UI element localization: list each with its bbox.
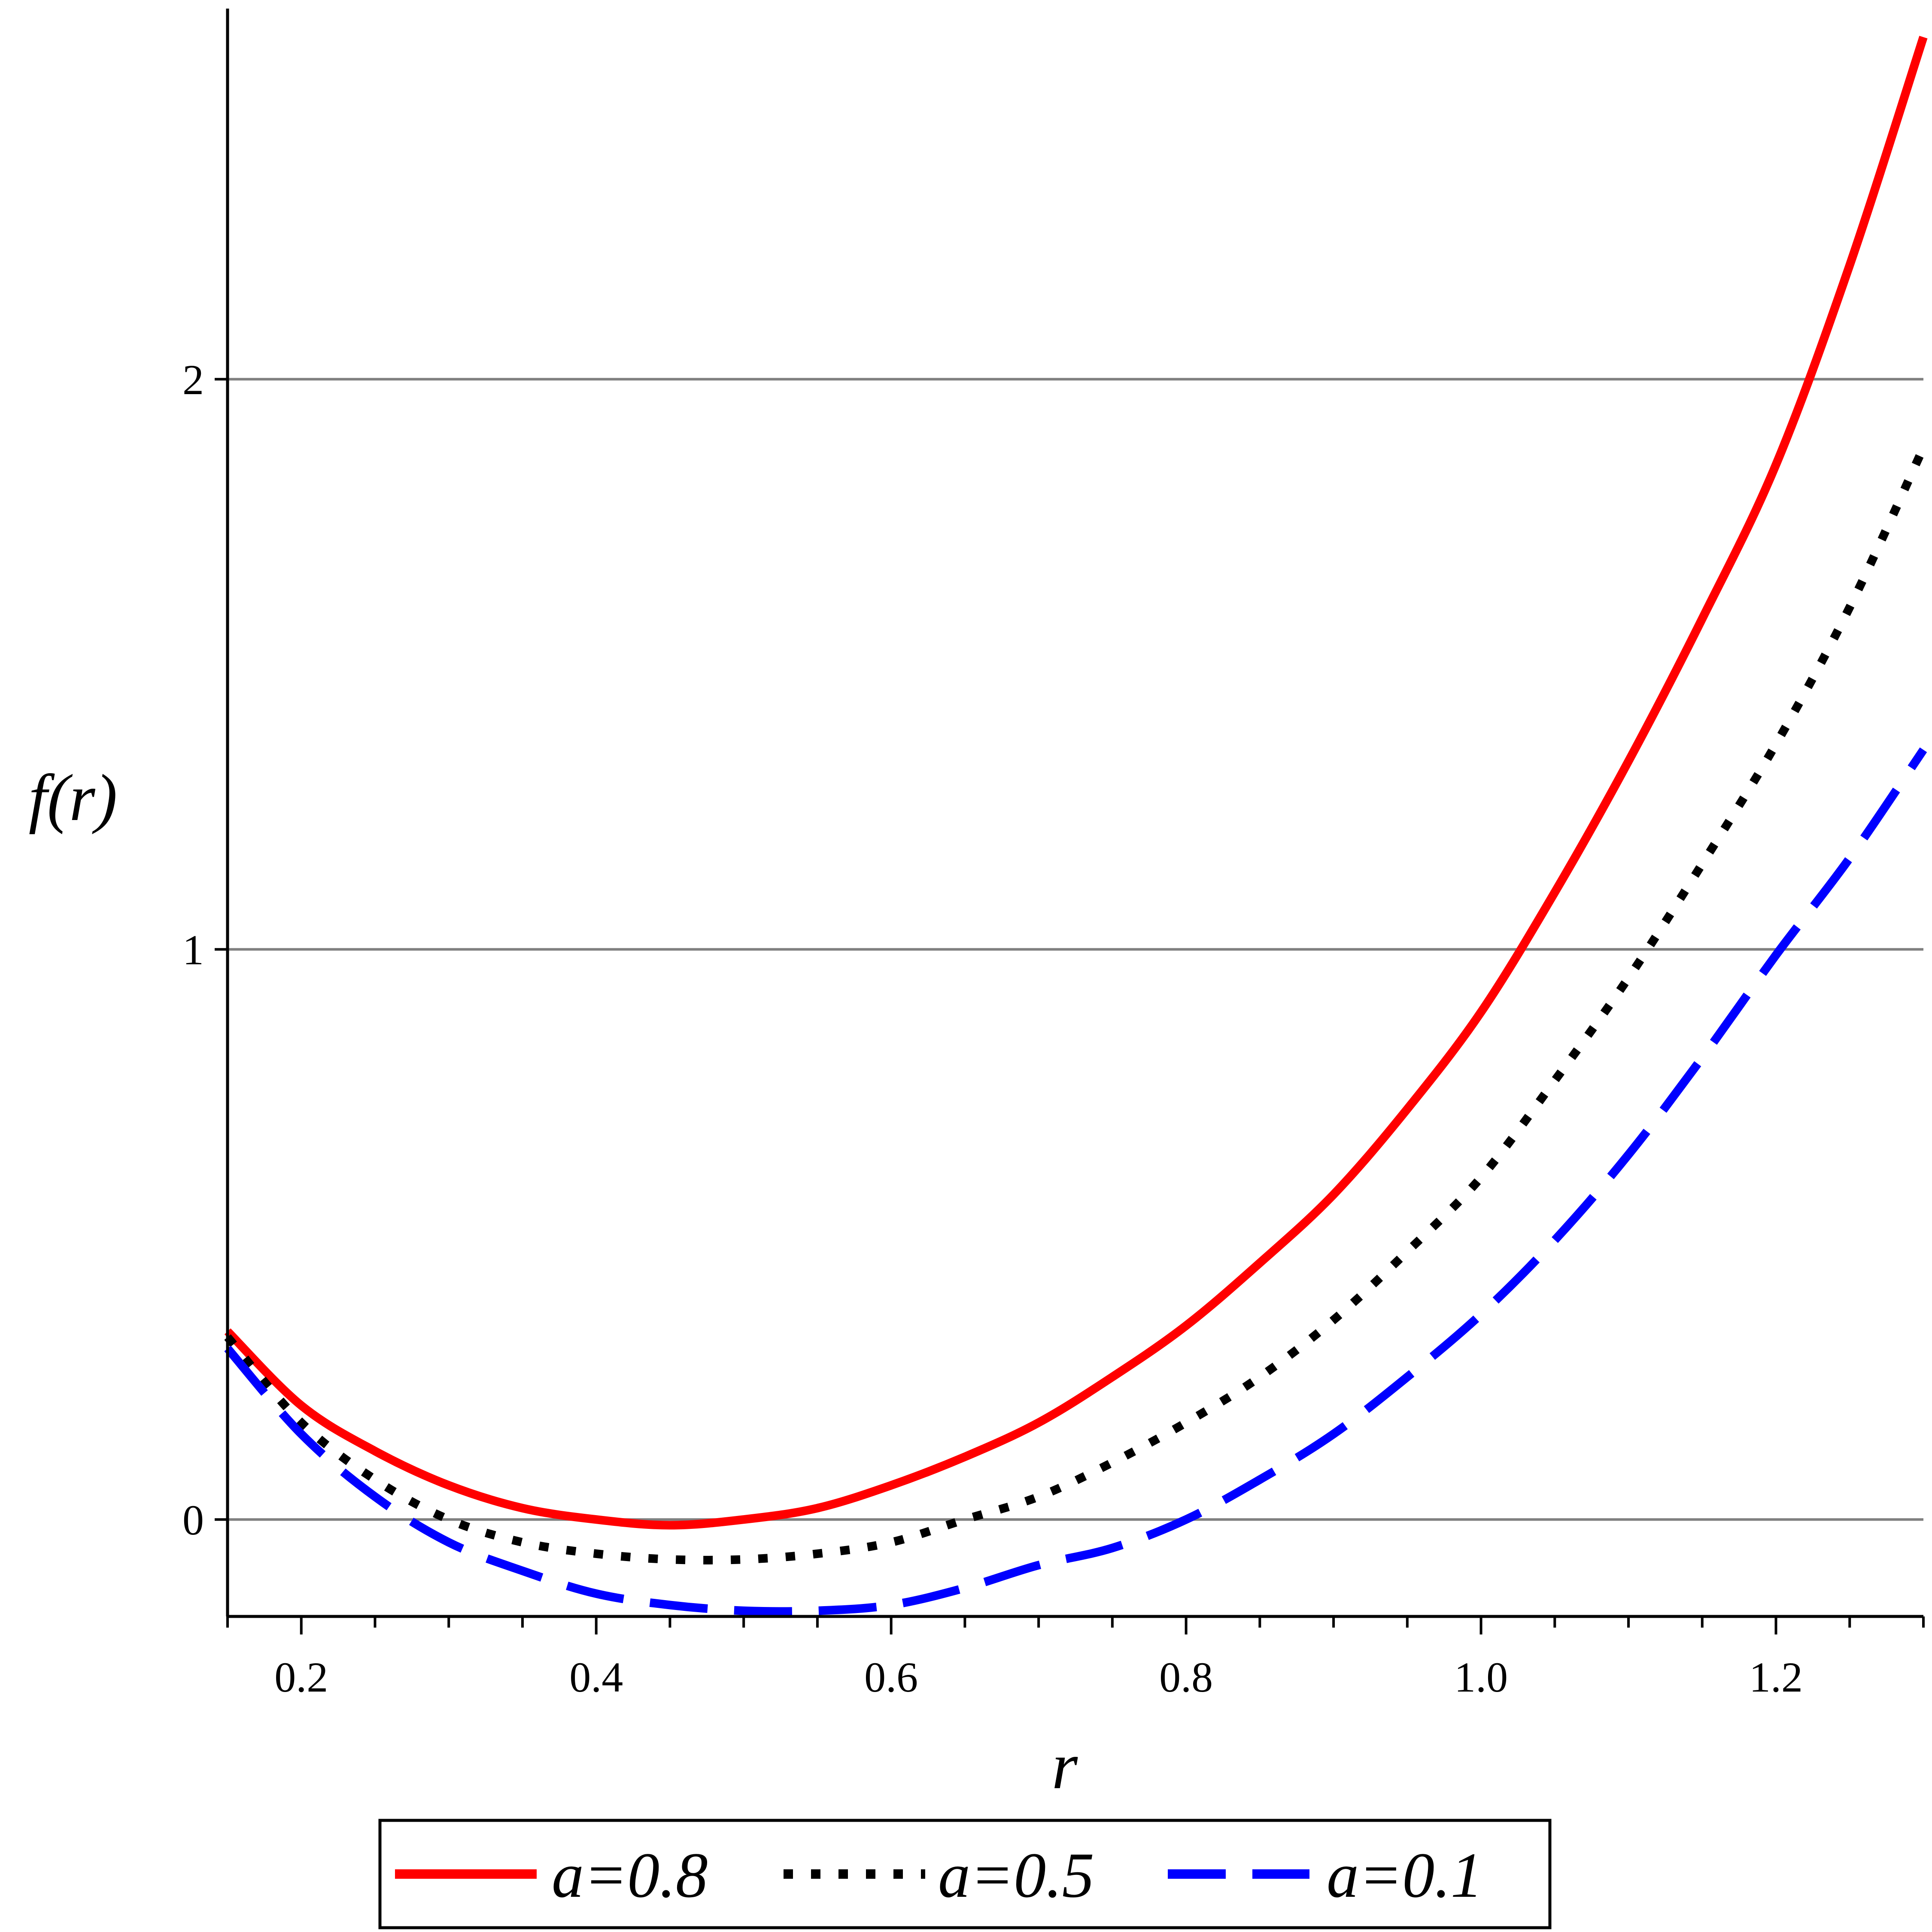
- legend-box: [378, 1819, 1552, 1929]
- x-tick-label: 0.6: [864, 1653, 918, 1701]
- series-line-a-0-8: [224, 36, 1928, 1530]
- gridlines: [228, 378, 1923, 1521]
- axes: [226, 9, 1923, 1618]
- x-tick-label: 0.8: [1159, 1653, 1213, 1701]
- y-tick-label: 1: [182, 926, 204, 974]
- series-line-a-0-5: [224, 446, 1928, 1564]
- x-tick-label: 1.0: [1454, 1653, 1508, 1701]
- series-lines: [224, 36, 1928, 1616]
- x-axis-title: r: [1052, 1729, 1078, 1803]
- legend-label: a=0.8: [552, 1840, 708, 1911]
- x-tick-label: 0.4: [569, 1653, 623, 1701]
- x-tick-label: 0.2: [274, 1653, 328, 1701]
- x-tick-label: 1.2: [1749, 1653, 1803, 1701]
- legend-label: a=0.5: [938, 1840, 1094, 1911]
- series-line-a-0-1: [224, 747, 1927, 1616]
- legend-label: a=0.1: [1327, 1840, 1483, 1911]
- legend: a=0.8 a=0.5 a=0.1: [378, 1819, 1552, 1929]
- y-tick-label: 0: [182, 1496, 204, 1544]
- y-axis-title: f(r): [29, 761, 118, 835]
- tick-marks: [215, 378, 1925, 1634]
- tick-labels: 0.2 0.4 0.6 0.8 1.0 1.2 0 1 2: [182, 356, 1803, 1701]
- y-tick-label: 2: [182, 356, 204, 404]
